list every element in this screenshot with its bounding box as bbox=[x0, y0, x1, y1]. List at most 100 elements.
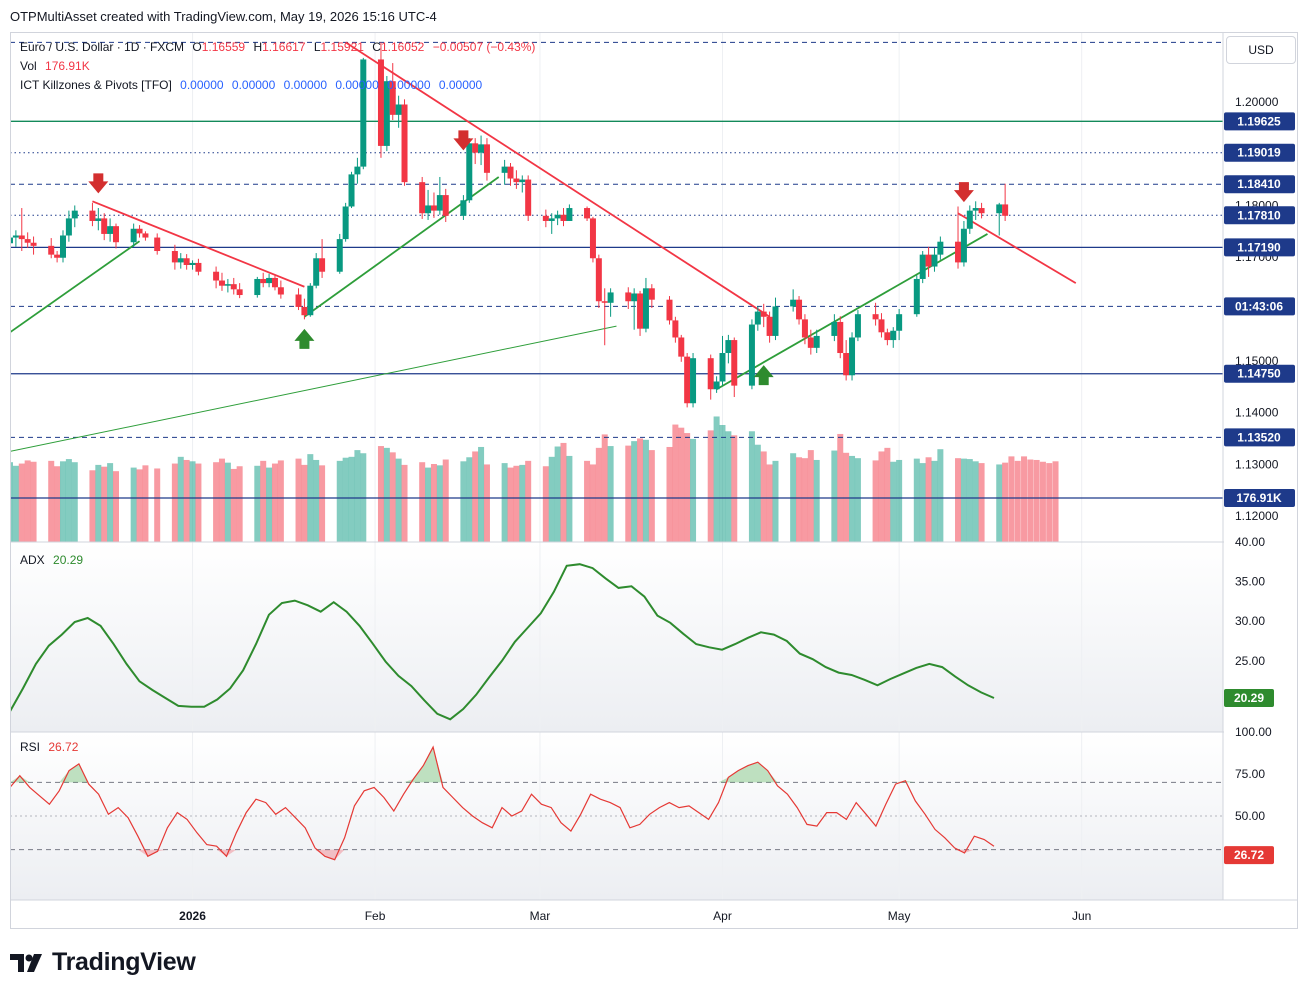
volume-bar bbox=[354, 450, 361, 542]
candle-body bbox=[383, 81, 390, 146]
volume-bar bbox=[189, 461, 196, 542]
volume-bar bbox=[183, 459, 190, 542]
price-label-text: 01:43:06 bbox=[1235, 299, 1283, 313]
candle-body bbox=[260, 278, 267, 284]
candle-body bbox=[525, 179, 532, 216]
candle-body bbox=[213, 271, 220, 281]
adx-pane-background bbox=[10, 542, 1223, 732]
volume-bar bbox=[236, 466, 243, 542]
candle-body bbox=[837, 321, 844, 354]
candle-body bbox=[430, 205, 437, 211]
candle-body bbox=[30, 242, 37, 246]
volume-bar bbox=[71, 462, 78, 542]
volume-bar bbox=[801, 458, 808, 542]
candle-body bbox=[731, 340, 738, 386]
volume-bar bbox=[542, 466, 549, 542]
adx-label-text: 20.29 bbox=[1234, 691, 1264, 705]
candle-body bbox=[913, 278, 920, 315]
candle-body bbox=[319, 258, 326, 272]
rsi-label[interactable]: RSI bbox=[20, 740, 41, 754]
candle-body bbox=[607, 292, 614, 303]
volume-label[interactable]: Vol bbox=[20, 59, 37, 73]
volume-bar bbox=[890, 461, 897, 542]
volume-bar bbox=[425, 467, 432, 542]
candle-body bbox=[377, 59, 384, 146]
candle-body bbox=[195, 262, 202, 272]
volume-bar bbox=[1008, 456, 1015, 542]
buy-arrow-icon bbox=[753, 365, 774, 386]
volume-bar bbox=[849, 455, 856, 542]
volume-bar bbox=[436, 465, 443, 542]
volume-bar bbox=[731, 435, 738, 542]
volume-bar bbox=[501, 463, 508, 542]
rsi-label-text: 26.72 bbox=[1234, 848, 1264, 862]
trendline bbox=[10, 325, 617, 452]
volume-bar bbox=[807, 450, 814, 542]
volume-bar bbox=[230, 468, 237, 542]
volume-bar bbox=[130, 467, 137, 542]
currency-selector[interactable]: USD bbox=[1226, 36, 1296, 64]
volume-bar bbox=[12, 465, 19, 542]
price-label-box bbox=[1224, 297, 1295, 316]
candle-body bbox=[295, 294, 302, 307]
rsi-value: 26.72 bbox=[48, 740, 79, 754]
candle-body bbox=[112, 226, 119, 243]
candle-body bbox=[154, 237, 161, 252]
candle-body bbox=[772, 306, 779, 336]
low-value: 1.15921 bbox=[320, 40, 364, 54]
price-label-text: 1.17810 bbox=[1237, 208, 1281, 222]
trendline bbox=[92, 200, 305, 288]
adx-label[interactable]: ADX bbox=[20, 553, 45, 567]
volume-bar bbox=[18, 463, 25, 542]
candle-body bbox=[725, 340, 732, 354]
volume-bar bbox=[171, 463, 178, 542]
volume-bar bbox=[313, 459, 320, 542]
tradingview-brand[interactable]: TradingView bbox=[10, 948, 196, 977]
candle-body bbox=[884, 332, 891, 341]
volume-bar bbox=[472, 451, 479, 542]
volume-bar bbox=[319, 465, 326, 542]
candle-body bbox=[796, 299, 803, 320]
ict-value: 0.00000 bbox=[231, 78, 276, 92]
volume-bar bbox=[30, 461, 37, 542]
volume-bar bbox=[1014, 460, 1021, 542]
candle-body bbox=[71, 210, 78, 219]
price-label-text: 176.91K bbox=[1236, 491, 1282, 505]
candle-body bbox=[236, 289, 243, 296]
candle-body bbox=[548, 218, 555, 221]
candle-body bbox=[631, 293, 638, 302]
volume-bar bbox=[260, 460, 267, 542]
candle-body bbox=[54, 254, 61, 258]
volume-bar bbox=[266, 467, 273, 542]
volume-bar bbox=[972, 461, 979, 542]
candle-body bbox=[713, 381, 720, 390]
volume-bar bbox=[690, 438, 697, 542]
candle-body bbox=[813, 335, 820, 348]
adx-tick-label: 25.00 bbox=[1235, 654, 1265, 668]
chart-canvas[interactable]: 1.200001.180001.170001.150001.140001.130… bbox=[10, 32, 1298, 929]
candle-body bbox=[931, 254, 938, 267]
candle-body bbox=[754, 311, 761, 325]
volume-bar bbox=[442, 459, 449, 542]
ict-label[interactable]: ICT Killzones & Pivots [TFO] bbox=[20, 78, 172, 92]
volume-bar bbox=[177, 456, 184, 542]
price-label-text: 1.17190 bbox=[1237, 240, 1281, 254]
volume-bar bbox=[483, 464, 490, 542]
sell-arrow-icon bbox=[953, 182, 974, 203]
symbol-title[interactable]: Euro / U.S. Dollar · 1D · FXCM bbox=[20, 40, 185, 54]
candle-body bbox=[472, 143, 479, 153]
volume-bar bbox=[95, 464, 102, 542]
volume-bar bbox=[136, 469, 143, 542]
candle-body bbox=[925, 254, 932, 267]
volume-value: 176.91K bbox=[45, 59, 90, 73]
candle-body bbox=[955, 241, 962, 263]
volume-bar bbox=[10, 462, 13, 542]
adx-tick-label: 30.00 bbox=[1235, 614, 1265, 628]
rsi-tick-label: 100.00 bbox=[1235, 725, 1272, 739]
price-label-text: 1.19625 bbox=[1237, 114, 1281, 128]
candle-body bbox=[919, 254, 926, 279]
volume-bar bbox=[107, 463, 114, 542]
rsi-label-box bbox=[1224, 846, 1274, 865]
tradingview-logo-icon bbox=[10, 953, 42, 972]
volume-bar bbox=[760, 451, 767, 542]
